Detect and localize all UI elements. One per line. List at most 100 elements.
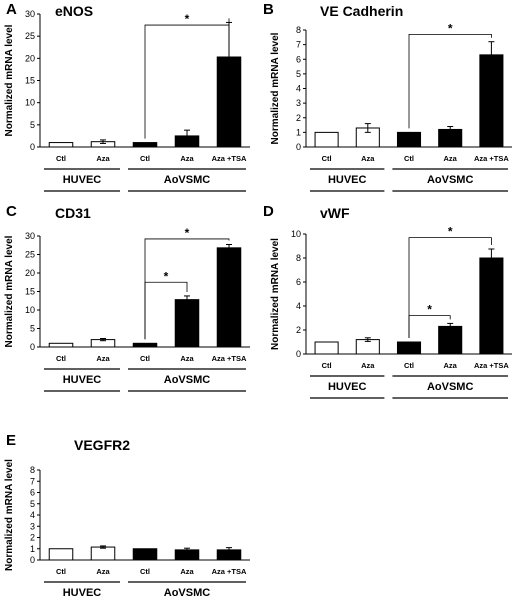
y-axis-label: Normalized mRNA level <box>270 238 281 350</box>
panel-title: CD31 <box>55 205 91 221</box>
bar-aza-tsa <box>216 247 242 348</box>
x-tick-label: Aza <box>444 361 458 370</box>
significance-bracket <box>408 33 492 129</box>
panel-letter: B <box>263 1 274 18</box>
y-tick-label: 4 <box>30 510 35 520</box>
x-tick-label: Aza <box>180 567 194 576</box>
x-tick-label: Aza +TSA <box>474 154 509 163</box>
bar-aza <box>90 546 116 561</box>
bar-aza <box>174 299 200 348</box>
group-label-huvec: HUVEC <box>63 587 102 597</box>
y-tick-label: 30 <box>25 9 35 19</box>
bar-ctl <box>396 131 422 148</box>
x-tick-label: Ctl <box>322 361 332 370</box>
y-tick-label: 3 <box>296 98 301 108</box>
group-label-huvec: HUVEC <box>63 374 102 386</box>
group-label-huvec: HUVEC <box>328 174 367 186</box>
y-tick-label: 10 <box>25 98 35 108</box>
group-label-aovsmc: AoVSMC <box>427 381 474 393</box>
bar-aza-tsa <box>479 54 504 148</box>
y-tick-label: 20 <box>25 268 35 278</box>
y-tick-label: 4 <box>296 301 301 311</box>
y-tick-label: 6 <box>296 54 301 64</box>
x-tick-label: Aza <box>444 154 458 163</box>
y-tick-label: 7 <box>30 476 35 486</box>
significance-marker: * <box>185 12 190 26</box>
y-tick-label: 15 <box>25 287 35 297</box>
bar-ctl <box>314 341 339 355</box>
panel-letter: C <box>6 203 17 220</box>
significance-marker: * <box>427 303 432 317</box>
panel-title: VEGFR2 <box>74 437 130 453</box>
panel-title: eNOS <box>55 3 93 19</box>
y-tick-label: 7 <box>296 40 301 50</box>
y-tick-label: 10 <box>25 305 35 315</box>
panel-letter: D <box>263 203 274 220</box>
bar-ctl <box>48 548 74 561</box>
bar-ctl <box>48 342 74 348</box>
panel-letter: E <box>6 432 16 449</box>
x-tick-label: Ctl <box>140 154 150 163</box>
x-tick-label: Ctl <box>322 154 332 163</box>
y-axis-label: Normalized mRNA level <box>4 235 15 347</box>
y-tick-label: 0 <box>30 342 35 352</box>
panel-title: VE Cadherin <box>320 3 403 19</box>
y-tick-label: 20 <box>25 53 35 63</box>
y-tick-label: 5 <box>30 499 35 509</box>
bar-ctl <box>132 342 158 348</box>
panel-C: C CD31 Normalized mRNA level 0 5 10 15 20 25 30 Ct… <box>4 203 250 392</box>
y-tick-label: 0 <box>296 349 301 359</box>
significance-marker: * <box>448 21 453 35</box>
bar-ctl <box>132 142 158 148</box>
x-tick-label: Aza <box>96 354 110 363</box>
bar-ctl <box>314 131 339 148</box>
y-axis-label: Normalized mRNA level <box>4 24 15 136</box>
group-label-aovsmc: AoVSMC <box>164 587 211 597</box>
y-tick-label: 0 <box>296 142 301 152</box>
significance-marker: * <box>185 226 190 240</box>
x-tick-label: Aza +TSA <box>474 361 509 370</box>
y-tick-label: 6 <box>30 488 35 498</box>
bar-ctl <box>48 142 74 148</box>
x-tick-label: Ctl <box>56 354 66 363</box>
panel-B: B VE Cadherin Normalized mRNA level 0 1 2 3 4 5 6… <box>263 1 512 192</box>
group-label-aovsmc: AoVSMC <box>164 374 211 386</box>
y-tick-label: 8 <box>296 25 301 35</box>
y-tick-label: 0 <box>30 142 35 152</box>
y-axis-label: Normalized mRNA level <box>270 32 281 144</box>
group-label-aovsmc: AoVSMC <box>427 174 474 186</box>
x-tick-label: Ctl <box>56 567 66 576</box>
significance-bracket <box>144 18 230 139</box>
x-tick-label: Aza +TSA <box>212 354 247 363</box>
significance-marker: * <box>448 225 453 239</box>
y-tick-label: 6 <box>296 277 301 287</box>
x-tick-label: Aza <box>96 154 110 163</box>
y-tick-label: 25 <box>25 250 35 260</box>
group-label-huvec: HUVEC <box>328 381 367 393</box>
y-tick-label: 10 <box>291 229 301 239</box>
bar-aza-tsa <box>479 257 504 355</box>
x-tick-label: Aza +TSA <box>212 567 247 576</box>
x-tick-label: Aza <box>180 154 194 163</box>
x-tick-label: Aza <box>361 361 375 370</box>
bar-ctl <box>396 341 422 355</box>
y-axis-label: Normalized mRNA level <box>4 459 15 571</box>
x-tick-label: Ctl <box>404 361 414 370</box>
x-tick-label: Aza <box>361 154 375 163</box>
bar-aza <box>438 325 463 355</box>
y-tick-label: 5 <box>30 324 35 334</box>
y-tick-label: 5 <box>296 69 301 79</box>
x-tick-label: Ctl <box>404 154 414 163</box>
y-tick-label: 25 <box>25 31 35 41</box>
x-tick-label: Aza <box>180 354 194 363</box>
x-tick-label: Ctl <box>140 567 150 576</box>
y-tick-label: 30 <box>25 231 35 241</box>
y-tick-label: 4 <box>296 84 301 94</box>
y-tick-label: 3 <box>30 521 35 531</box>
bar-ctl <box>132 548 158 561</box>
significance-bracket <box>144 238 230 340</box>
